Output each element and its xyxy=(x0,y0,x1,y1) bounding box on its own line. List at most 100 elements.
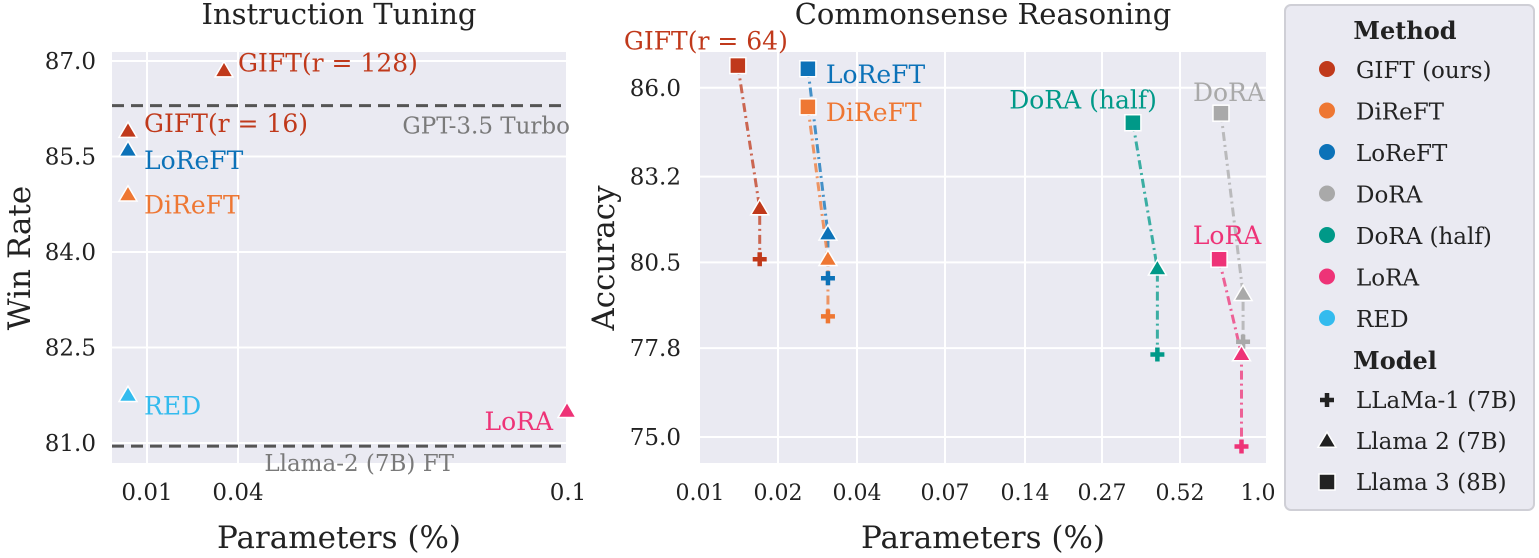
legend-method-label: LoReFT xyxy=(1356,141,1448,167)
right-point-marker xyxy=(1236,334,1251,349)
left-point-label: LoRA xyxy=(484,407,553,436)
left-point-marker xyxy=(556,400,578,419)
left-point-marker xyxy=(117,139,139,158)
reference-line-label: Llama-2 (7B) FT xyxy=(264,451,454,477)
right-point-marker xyxy=(799,60,817,78)
right-title: Commonsense Reasoning xyxy=(795,0,1172,31)
commonsense-reasoning-panel: GIFT(r = 64) LoReFT DiReFT DoRA (half) DoRA L… xyxy=(586,0,1276,556)
right-point-marker xyxy=(1232,283,1254,302)
legend-method-swatch xyxy=(1319,102,1335,119)
reference-line-label: GPT-3.5 Turbo xyxy=(402,114,570,140)
right-x-tick-label: 0.04 xyxy=(833,481,882,506)
right-x-tick-label: 1.0 xyxy=(1241,481,1276,506)
left-axes: 81.0 82.5 84.0 85.5 87.0 0.01 0.04 0.1 xyxy=(45,49,587,506)
right-grid xyxy=(700,52,1266,463)
right-point-marker xyxy=(1210,250,1228,268)
left-point-label: GIFT(r = 128) xyxy=(238,49,418,78)
left-y-tick-label: 87.0 xyxy=(45,49,96,75)
left-point-marker xyxy=(213,60,235,78)
left-ylabel: Win Rate xyxy=(2,186,38,330)
legend-method-swatch xyxy=(1319,268,1335,285)
legend-methods: GIFT (ours) DiReFT LoReFT DoRA DoRA (half) Lo… xyxy=(1319,58,1492,333)
right-series-label: DoRA xyxy=(1193,78,1266,107)
left-x-tick-label: 0.01 xyxy=(121,480,172,506)
right-series-line xyxy=(736,65,762,260)
legend-method-label: DiReFT xyxy=(1356,100,1445,126)
right-y-tick-label: 83.2 xyxy=(630,165,681,191)
right-point-marker xyxy=(1150,347,1165,362)
right-point-marker xyxy=(799,98,817,116)
right-ylabel: Accuracy xyxy=(586,185,622,332)
left-point-label: LoReFT xyxy=(144,146,244,175)
left-y-tick-label: 82.5 xyxy=(45,336,96,362)
left-x-tick-label: 0.1 xyxy=(550,480,587,506)
right-point-marker xyxy=(1212,104,1230,122)
right-x-tick-label: 0.02 xyxy=(754,481,803,506)
left-plot-area xyxy=(112,52,566,463)
right-series-label: LoReFT xyxy=(826,60,926,89)
left-point-label: DiReFT xyxy=(144,191,240,220)
instruction-tuning-panel: GPT-3.5 Turbo Llama-2 (7B) FT GIFT(r = 12… xyxy=(2,0,586,556)
right-x-tick-label: 0.14 xyxy=(1001,481,1050,506)
left-y-tick-label: 84.0 xyxy=(45,240,96,266)
right-x-tick-label: 0.27 xyxy=(1078,481,1127,506)
legend-model-title: Model xyxy=(1353,346,1437,375)
left-point-label: GIFT(r = 16) xyxy=(144,109,308,138)
legend-model-label: Llama 3 (8B) xyxy=(1356,470,1507,496)
left-y-tick-label: 81.0 xyxy=(45,431,96,457)
left-title: Instruction Tuning xyxy=(202,0,477,31)
legend-method-label: DoRA (half) xyxy=(1356,224,1492,250)
right-point-marker xyxy=(820,271,835,286)
right-x-tick-label: 0.01 xyxy=(676,481,725,506)
legend-method-title: Method xyxy=(1353,16,1456,45)
right-series-label: DoRA (half) xyxy=(1009,86,1157,115)
legend-method-swatch xyxy=(1319,227,1335,243)
right-point-marker xyxy=(1147,258,1168,276)
right-point-marker xyxy=(752,252,767,267)
legend-model-marker xyxy=(1318,473,1336,491)
legend-models: LLaMa-1 (7B) Llama 2 (7B) Llama 3 (8B) xyxy=(1316,388,1517,496)
left-xlabel: Parameters (%) xyxy=(217,520,461,556)
right-series-line xyxy=(1219,113,1245,342)
legend-model-label: LLaMa-1 (7B) xyxy=(1356,388,1517,414)
right-point-marker xyxy=(817,248,839,267)
left-x-tick-label: 0.04 xyxy=(212,480,263,506)
right-point-marker xyxy=(729,56,747,75)
legend-model-label: Llama 2 (7B) xyxy=(1356,429,1507,455)
right-point-marker xyxy=(1231,343,1252,362)
right-point-marker xyxy=(1234,439,1249,454)
right-series-label: DiReFT xyxy=(826,98,922,127)
right-point-marker xyxy=(817,223,839,241)
right-series-label: LoRA xyxy=(1193,221,1262,250)
right-xlabel: Parameters (%) xyxy=(861,520,1105,556)
right-point-marker xyxy=(749,197,771,216)
left-point-marker xyxy=(117,384,139,403)
right-axes: 75.0 77.8 80.5 83.2 86.0 0.01 0.02 0.04 0.07 0.14… xyxy=(630,76,1276,506)
left-point-label: RED xyxy=(144,391,201,420)
legend-method-swatch xyxy=(1319,144,1335,160)
left-reference-lines: GPT-3.5 Turbo Llama-2 (7B) FT xyxy=(112,104,570,477)
right-y-tick-label: 86.0 xyxy=(630,76,681,102)
right-y-tick-label: 77.8 xyxy=(630,336,681,362)
left-grid xyxy=(112,52,566,463)
right-y-tick-label: 75.0 xyxy=(630,425,681,451)
legend-model-marker xyxy=(1316,430,1338,449)
right-series-label: GIFT(r = 64) xyxy=(624,27,788,56)
right-point-marker xyxy=(820,309,835,324)
right-points: GIFT(r = 64) LoReFT DiReFT DoRA (half) DoRA L… xyxy=(624,27,1266,454)
left-point-marker xyxy=(117,120,139,139)
legend-method-label: RED xyxy=(1356,307,1409,333)
legend-method-label: DoRA xyxy=(1356,183,1423,209)
legend-method-label: GIFT (ours) xyxy=(1356,58,1491,84)
left-point-marker xyxy=(117,184,139,202)
left-y-tick-label: 85.5 xyxy=(45,145,96,171)
legend-method-label: LoRA xyxy=(1356,266,1419,292)
legend-method-swatch xyxy=(1319,61,1335,77)
right-point-marker xyxy=(1124,113,1142,132)
left-points: GIFT(r = 128) GIFT(r = 16) LoReFT DiReFT RED… xyxy=(117,49,578,436)
legend-method-swatch xyxy=(1319,185,1335,202)
right-x-tick-label: 0.07 xyxy=(921,481,970,506)
right-plot-area xyxy=(700,52,1266,463)
legend: Method GIFT (ours) DiReFT LoReFT DoRA DoRA (… xyxy=(1284,4,1535,511)
